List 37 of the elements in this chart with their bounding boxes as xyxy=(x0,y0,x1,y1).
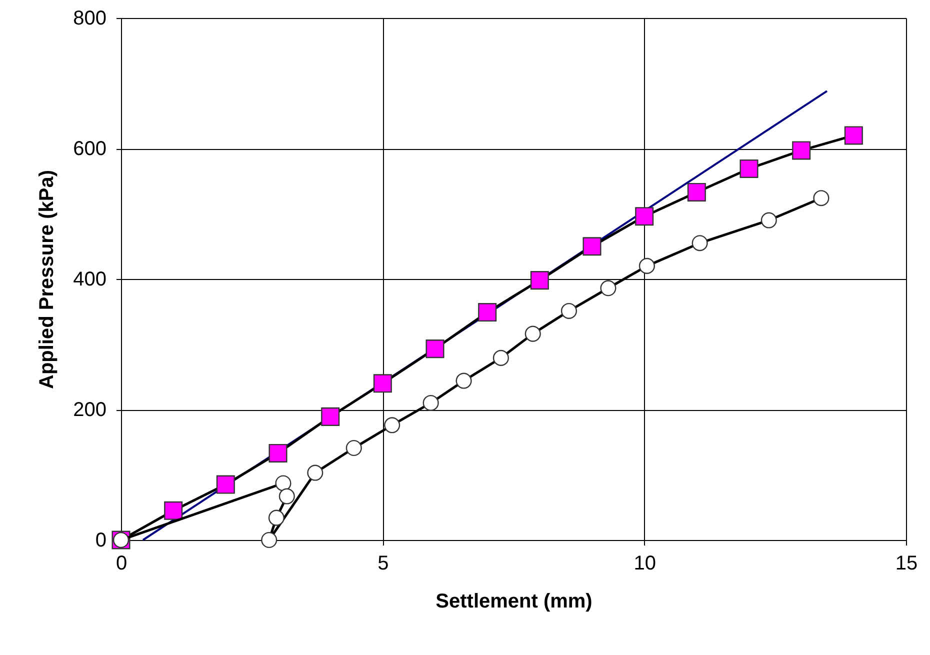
point xyxy=(740,159,758,178)
point xyxy=(638,258,655,274)
point xyxy=(422,394,439,411)
x-tick-label: 15 xyxy=(895,552,918,574)
y-tick-label: 200 xyxy=(73,399,106,421)
point xyxy=(478,303,497,322)
y-tick-label: 0 xyxy=(95,530,106,552)
x-tick-label: 5 xyxy=(378,552,389,574)
point xyxy=(760,212,777,228)
point xyxy=(321,407,340,426)
y-tick-label: 400 xyxy=(73,268,106,290)
point xyxy=(844,126,863,145)
point xyxy=(164,501,183,520)
point xyxy=(600,280,616,296)
x-axis-title: Settlement (mm) xyxy=(436,590,592,612)
point xyxy=(268,444,288,462)
point xyxy=(692,235,708,252)
point xyxy=(530,271,549,290)
x-tick-label: 0 xyxy=(116,552,128,574)
point xyxy=(492,350,509,366)
point xyxy=(426,340,444,358)
point xyxy=(384,417,400,434)
point xyxy=(268,510,284,526)
x-tick-label: 10 xyxy=(634,552,656,574)
point xyxy=(635,207,654,226)
y-tick-label: 800 xyxy=(73,8,106,30)
point xyxy=(278,488,295,504)
point xyxy=(216,475,235,494)
point xyxy=(524,326,541,342)
y-tick-label: 600 xyxy=(73,138,106,160)
point xyxy=(687,182,706,202)
point xyxy=(582,237,602,256)
point xyxy=(456,372,472,389)
point xyxy=(373,374,392,393)
point xyxy=(307,464,324,481)
point xyxy=(792,141,811,160)
y-axis-title: Applied Pressure (kPa) xyxy=(36,170,58,389)
